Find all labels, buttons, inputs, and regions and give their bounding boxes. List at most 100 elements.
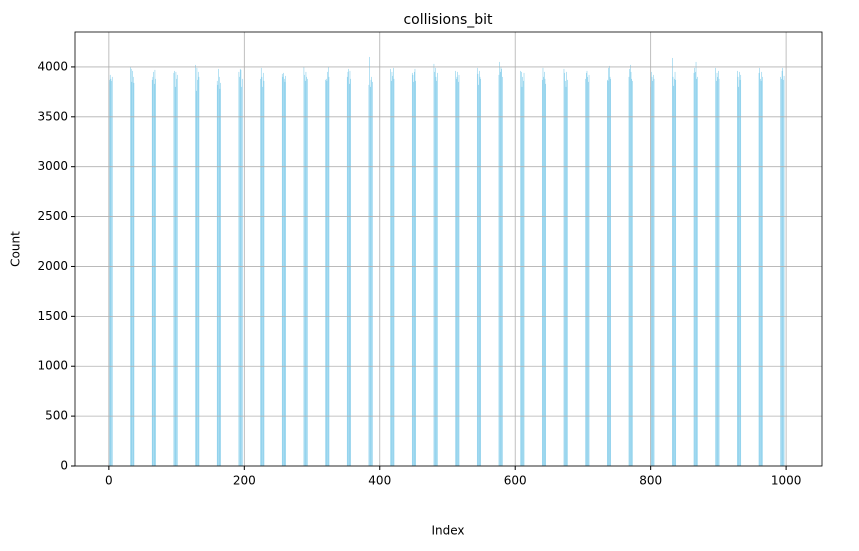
bar	[762, 76, 763, 467]
bar	[609, 76, 611, 467]
bar	[325, 78, 327, 466]
bar	[372, 81, 373, 466]
bar	[152, 76, 154, 467]
bar	[499, 61, 500, 467]
bar	[368, 84, 370, 466]
bar	[630, 64, 631, 467]
bar	[281, 73, 283, 467]
bar	[759, 67, 760, 467]
bar	[456, 76, 458, 467]
bar	[629, 68, 630, 466]
bar	[480, 78, 481, 466]
bar	[347, 71, 349, 466]
bar	[111, 76, 113, 467]
bar	[197, 71, 199, 466]
bar	[608, 67, 609, 467]
bar	[240, 69, 242, 466]
bar	[565, 80, 566, 466]
bar	[305, 71, 307, 466]
bar	[500, 71, 501, 466]
bar	[455, 78, 457, 466]
bar	[498, 74, 500, 466]
bar	[695, 71, 696, 466]
bar	[544, 71, 545, 466]
bar	[283, 78, 285, 466]
bar	[715, 67, 716, 467]
bar	[393, 67, 394, 467]
bar	[564, 72, 565, 466]
bar	[716, 72, 718, 466]
bar	[783, 75, 785, 466]
bar	[652, 80, 653, 466]
y-axis-label: Count	[9, 231, 23, 267]
bar	[544, 78, 546, 466]
bar	[218, 76, 220, 467]
bar	[197, 79, 198, 467]
bar	[412, 74, 414, 466]
bar	[217, 84, 219, 466]
bar	[693, 72, 695, 466]
bar	[174, 70, 175, 467]
bar	[411, 72, 413, 466]
bar	[521, 86, 523, 466]
bar	[328, 76, 330, 467]
bar	[502, 76, 503, 467]
bar	[241, 78, 243, 466]
bar	[173, 72, 175, 466]
y-tick-label: 1000	[37, 359, 68, 373]
bar	[523, 80, 524, 466]
plot-frame	[74, 31, 823, 467]
bar	[457, 71, 458, 466]
bar	[390, 80, 392, 466]
x-tick-label: 400	[368, 474, 391, 488]
bar	[239, 76, 240, 467]
bar	[261, 76, 263, 467]
y-tick-label: 3000	[37, 159, 68, 173]
bar	[610, 78, 611, 466]
bar	[477, 73, 479, 467]
y-tick-label: 500	[45, 409, 68, 423]
bar	[758, 72, 760, 466]
bar	[696, 78, 698, 466]
y-tick-label: 0	[60, 459, 68, 473]
bar	[153, 83, 155, 466]
bar	[563, 68, 565, 466]
bar	[761, 71, 763, 466]
bar	[653, 74, 654, 466]
bar	[262, 72, 264, 466]
bar	[479, 70, 480, 467]
bar	[239, 68, 241, 466]
bar	[415, 80, 416, 466]
bar	[216, 80, 218, 466]
bar	[479, 76, 481, 467]
bar	[433, 63, 435, 466]
bar	[607, 80, 609, 466]
bar	[195, 90, 197, 466]
bar	[783, 79, 784, 467]
bar	[369, 86, 371, 466]
bar	[285, 75, 286, 466]
bar	[133, 82, 135, 467]
bar	[130, 68, 132, 466]
bar	[131, 81, 133, 466]
bar	[566, 71, 567, 466]
bar	[260, 78, 261, 466]
bar	[413, 71, 415, 466]
bar	[587, 76, 588, 467]
bar	[349, 70, 351, 467]
bar	[697, 76, 698, 467]
bar	[325, 79, 326, 467]
bar	[327, 71, 328, 466]
bar	[565, 86, 567, 466]
bar	[781, 70, 783, 467]
y-tick-label: 4000	[37, 59, 68, 73]
bar	[304, 80, 306, 466]
x-tick-label: 1000	[771, 474, 802, 488]
bar	[392, 75, 393, 466]
bar	[437, 72, 438, 466]
bar	[740, 74, 742, 466]
bar	[326, 80, 328, 466]
bar	[238, 71, 240, 466]
bar	[195, 64, 196, 467]
bar	[609, 65, 610, 466]
